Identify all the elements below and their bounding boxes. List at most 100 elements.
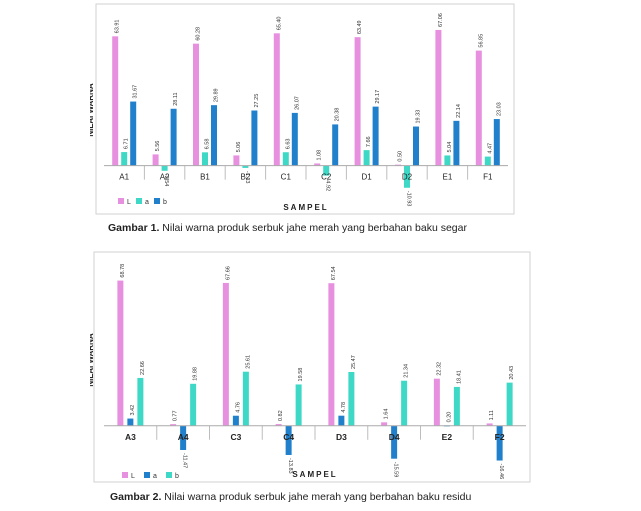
chart2-value-label: 22.32 xyxy=(436,362,442,376)
chart2-category-label: A3 xyxy=(125,432,136,442)
chart1-value-label: -1.13 xyxy=(244,171,250,184)
chart2-category-label: D3 xyxy=(336,432,347,442)
chart1-bar-a2-b xyxy=(170,108,177,166)
chart1-category-label: C2 xyxy=(321,173,332,182)
chart2-value-label: 25.47 xyxy=(351,355,357,369)
chart2-bar-f2-b xyxy=(506,382,513,426)
chart1-value-label: 29.89 xyxy=(213,88,219,102)
chart-1: 63.91 6.71 31.67 A1 5.56 -2.54 28.11 A2 60.28 6.5… xyxy=(90,3,515,215)
chart1-value-label: 5.06 xyxy=(236,142,242,153)
chart1-bar-c1-a xyxy=(282,152,289,166)
chart2-category-label: F2 xyxy=(495,432,505,442)
chart2-legend-swatch-a xyxy=(144,472,150,478)
chart2-bar-a3-a xyxy=(127,418,134,426)
chart1-category-label: A2 xyxy=(160,173,170,182)
chart1-bar-d1-a xyxy=(363,150,370,166)
chart2-value-label: 20.43 xyxy=(509,366,515,380)
chart1-bar-e1-b xyxy=(453,120,460,166)
chart1-bar-b1-b xyxy=(211,105,217,166)
chart2-value-label: 4.78 xyxy=(341,402,347,413)
chart1-bar-b2-b xyxy=(251,110,258,166)
chart1-value-label: 29.17 xyxy=(375,90,381,104)
chart2-legend-label-b: b xyxy=(175,473,179,480)
caption-2: Gambar 2. Nilai warna produk serbuk jahe… xyxy=(110,491,471,503)
chart1-category-label: F1 xyxy=(483,173,493,182)
chart1-bar-d2-a xyxy=(404,165,410,188)
chart1-category-label: C1 xyxy=(281,173,292,182)
chart1-bar-d1-b xyxy=(372,106,379,166)
chart2-bar-d3-b xyxy=(348,372,355,426)
chart1-value-label: 0.50 xyxy=(397,151,403,162)
chart2-bar-e2-b xyxy=(453,386,460,426)
chart2-category-label: C4 xyxy=(283,432,294,442)
chart1-bar-d2-b xyxy=(413,126,419,166)
chart1-value-label: 4.47 xyxy=(487,143,493,154)
chart1-x-axis-title: SAMPEL xyxy=(283,203,328,212)
chart1-bar-e1-a xyxy=(444,155,451,166)
chart-2: 68.78 3.42 22.66 A3 0.77 -11.47 19.88 A4 67.66 4.… xyxy=(90,251,531,483)
chart1-category-label: E1 xyxy=(443,173,453,182)
chart2-value-label: 0.77 xyxy=(173,410,179,421)
chart2-value-label: 1.64 xyxy=(384,409,390,420)
chart1-bar-a1-b xyxy=(130,101,137,166)
chart2-legend-label-a: a xyxy=(153,473,157,480)
chart1-bar-b2-a xyxy=(242,165,249,168)
chart1-legend-swatch-l xyxy=(118,198,124,204)
chart1-value-label: 6.58 xyxy=(204,139,210,150)
chart1-bar-a2-a xyxy=(161,165,168,171)
chart1-value-label: -10.93 xyxy=(406,191,412,207)
chart1-bar-c1-b xyxy=(291,112,298,166)
chart1-category-label: A1 xyxy=(119,173,129,182)
chart1-bar-b1-a xyxy=(202,152,208,166)
chart1-bar-a1-l xyxy=(112,36,119,166)
chart1-value-label: 60.28 xyxy=(195,27,201,41)
chart1-frame xyxy=(95,3,515,215)
chart1-bar-f1-a xyxy=(484,156,491,166)
chart2-value-label: 0.20 xyxy=(446,412,452,423)
chart1-value-label: 23.03 xyxy=(496,102,502,116)
chart1-value-label: 65.40 xyxy=(276,17,282,31)
chart2-bar-d4-a xyxy=(391,425,398,459)
chart2-value-label: 1.11 xyxy=(489,410,495,420)
chart2-x-axis-title: SAMPEL xyxy=(292,470,337,479)
chart2-category-label: D4 xyxy=(389,432,400,442)
chart1-value-label: 19.33 xyxy=(415,110,421,124)
chart2-value-label: -11.47 xyxy=(182,453,188,468)
chart1-bar-b2-l xyxy=(233,155,240,166)
chart2-bar-c3-b xyxy=(242,371,249,426)
chart2-category-label: E2 xyxy=(442,432,453,442)
chart1-bar-f1-l xyxy=(475,50,482,166)
chart2-category-label: C3 xyxy=(230,432,241,442)
chart1-bar-d1-l xyxy=(354,37,361,166)
chart1-category-label: B1 xyxy=(200,173,210,182)
chart1-value-label: 20.38 xyxy=(335,108,341,122)
chart2-bar-c4-l xyxy=(275,424,282,426)
chart1-legend-swatch-b xyxy=(154,198,160,204)
chart2-bar-c4-b xyxy=(295,384,302,426)
chart1-bar-e1-l xyxy=(435,29,442,166)
chart2-bar-c4-a xyxy=(285,425,292,455)
chart1-value-label: 56.85 xyxy=(478,34,484,48)
chart1-value-label: -2.54 xyxy=(163,174,169,187)
chart1-bar-d2-l xyxy=(395,164,401,166)
chart1-value-label: 63.49 xyxy=(357,20,363,34)
chart2-bar-a4-l xyxy=(170,424,177,426)
chart1-value-label: 7.66 xyxy=(366,136,372,147)
chart1-legend-label-a: a xyxy=(145,199,149,206)
chart2-bar-a3-b xyxy=(137,377,144,426)
chart2-bar-d3-a xyxy=(338,415,345,426)
chart1-value-label: -4.92 xyxy=(325,179,331,192)
chart2-bar-e2-l xyxy=(433,378,440,426)
chart1-value-label: 6.63 xyxy=(285,139,291,150)
chart2-bar-c3-a xyxy=(232,415,239,426)
chart2-legend-swatch-l xyxy=(122,472,128,478)
chart2-value-label: 68.78 xyxy=(120,264,126,278)
chart1-category-label: D1 xyxy=(361,173,372,182)
chart1-bar-c2-b xyxy=(332,124,339,166)
caption-2-label: Gambar 2. xyxy=(110,491,162,503)
chart1-bar-a2-l xyxy=(152,154,159,166)
chart1-category-label: B2 xyxy=(241,173,251,182)
chart2-legend-swatch-b xyxy=(166,472,172,478)
chart2-bar-f2-a xyxy=(496,425,503,461)
chart1-value-label: 1.08 xyxy=(317,150,323,161)
